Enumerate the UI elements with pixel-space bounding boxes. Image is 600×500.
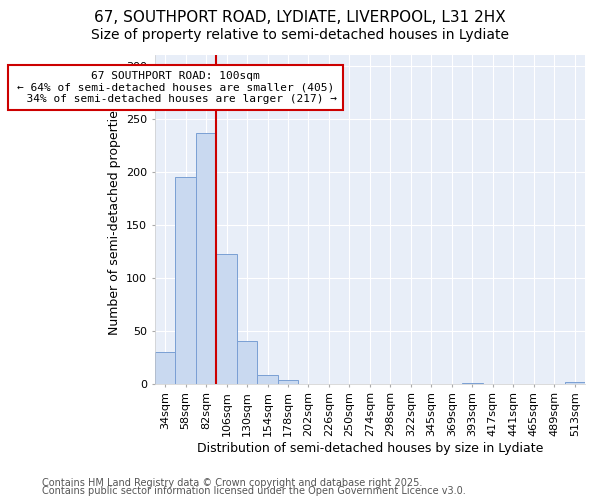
Bar	[237, 342, 257, 384]
Bar	[278, 380, 298, 384]
Y-axis label: Number of semi-detached properties: Number of semi-detached properties	[107, 104, 121, 335]
Text: 67, SOUTHPORT ROAD, LYDIATE, LIVERPOOL, L31 2HX: 67, SOUTHPORT ROAD, LYDIATE, LIVERPOOL, …	[94, 10, 506, 25]
Bar	[565, 382, 585, 384]
Bar	[257, 375, 278, 384]
Bar	[175, 177, 196, 384]
Text: Contains public sector information licensed under the Open Government Licence v3: Contains public sector information licen…	[42, 486, 466, 496]
Text: Contains HM Land Registry data © Crown copyright and database right 2025.: Contains HM Land Registry data © Crown c…	[42, 478, 422, 488]
Bar	[155, 352, 175, 384]
Text: Size of property relative to semi-detached houses in Lydiate: Size of property relative to semi-detach…	[91, 28, 509, 42]
Bar	[217, 254, 237, 384]
X-axis label: Distribution of semi-detached houses by size in Lydiate: Distribution of semi-detached houses by …	[197, 442, 543, 455]
Bar	[462, 382, 482, 384]
Text: 67 SOUTHPORT ROAD: 100sqm
← 64% of semi-detached houses are smaller (405)
  34% : 67 SOUTHPORT ROAD: 100sqm ← 64% of semi-…	[13, 71, 337, 104]
Bar	[196, 134, 217, 384]
